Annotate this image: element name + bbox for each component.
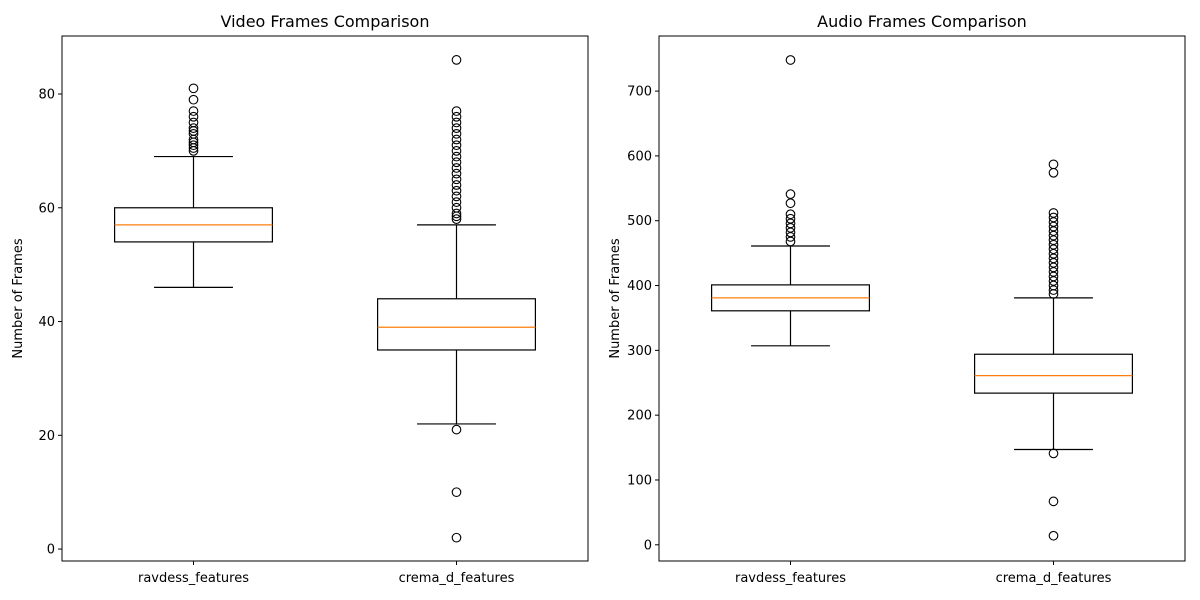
outlier-point xyxy=(451,163,462,173)
y-tick-label: 0 xyxy=(644,538,652,553)
box-group-crema_d_features xyxy=(973,159,1133,541)
chart-title: Video Frames Comparison xyxy=(221,12,430,31)
y-tick-label: 20 xyxy=(38,429,55,444)
outlier-point xyxy=(451,146,462,156)
outlier-point xyxy=(451,106,462,116)
y-tick-label: 80 xyxy=(38,88,55,103)
outlier-point xyxy=(451,128,462,139)
outlier-point xyxy=(451,197,462,207)
outlier-point xyxy=(1048,496,1059,507)
outlier-point xyxy=(188,111,199,122)
outlier-point xyxy=(1048,208,1059,218)
x-tick-label: ravdess_features xyxy=(138,571,249,586)
outlier-point xyxy=(188,83,199,94)
outlier-point xyxy=(188,94,199,105)
outlier-point xyxy=(451,214,462,225)
outlier-point xyxy=(1048,159,1059,170)
outlier-point xyxy=(188,128,199,139)
y-tick-label: 300 xyxy=(627,344,652,359)
outlier-point xyxy=(451,180,462,190)
x-tick-label: crema_d_features xyxy=(996,571,1112,586)
box-group-ravdess_features xyxy=(710,55,870,347)
outlier-point xyxy=(451,168,462,179)
box-group-crema_d_features xyxy=(377,55,537,543)
y-tick-label: 0 xyxy=(47,543,55,558)
outlier-point xyxy=(451,117,462,128)
outlier-point xyxy=(451,55,462,65)
y-tick-label: 100 xyxy=(627,473,652,488)
outlier-point xyxy=(785,189,796,199)
outlier-point xyxy=(451,140,462,151)
outlier-point xyxy=(451,185,462,196)
outlier-point xyxy=(451,151,462,162)
outlier-point xyxy=(451,191,462,202)
outlier-point xyxy=(785,213,796,224)
y-tick-label: 500 xyxy=(627,214,652,229)
outlier-point xyxy=(188,117,199,128)
outlier-point xyxy=(451,157,462,168)
outlier-point xyxy=(188,140,199,151)
y-tick-label: 400 xyxy=(627,279,652,294)
x-tick-label: crema_d_features xyxy=(399,571,515,586)
y-axis-label: Number of Frames xyxy=(608,238,623,359)
y-tick-label: 40 xyxy=(38,315,55,330)
axes-frame xyxy=(658,35,1186,562)
outlier-point xyxy=(451,532,462,543)
outlier-point xyxy=(1048,212,1059,223)
outlier-point xyxy=(451,123,462,133)
outlier-point xyxy=(785,198,796,209)
y-tick-label: 600 xyxy=(627,149,652,164)
y-tick-label: 700 xyxy=(627,85,652,100)
outlier-point xyxy=(1048,448,1059,459)
outlier-point xyxy=(451,111,462,122)
x-tick-label: ravdess_features xyxy=(735,571,846,586)
outlier-point xyxy=(1048,530,1059,541)
outlier-point xyxy=(188,106,199,116)
video-frames-panel: Video Frames Comparison Number of Frames… xyxy=(11,12,589,586)
outlier-point xyxy=(785,209,796,220)
outlier-point xyxy=(451,202,462,213)
outlier-point xyxy=(451,208,462,219)
outlier-point xyxy=(188,123,199,133)
box-group-ravdess_features xyxy=(113,83,274,289)
y-tick-label: 60 xyxy=(38,201,55,216)
axes-frame xyxy=(61,35,589,562)
outlier-point xyxy=(451,174,462,185)
chart-title: Audio Frames Comparison xyxy=(817,12,1027,31)
outlier-point xyxy=(785,55,796,65)
y-axis-label: Number of Frames xyxy=(11,238,26,359)
iqr-box xyxy=(377,298,537,351)
iqr-box xyxy=(973,353,1133,394)
outlier-point xyxy=(451,487,462,498)
y-tick-label: 200 xyxy=(627,409,652,424)
audio-frames-panel: Audio Frames Comparison Number of Frames… xyxy=(608,12,1186,586)
outlier-point xyxy=(451,424,462,435)
outlier-point xyxy=(451,134,462,145)
outlier-point xyxy=(1048,167,1059,178)
